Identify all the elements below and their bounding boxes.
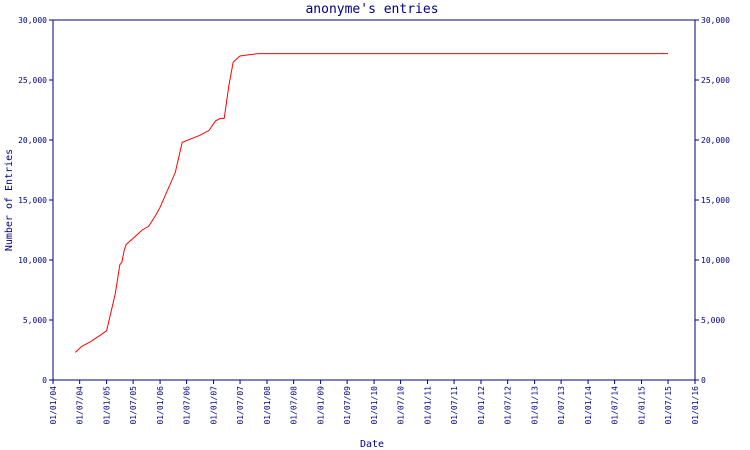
y-tick-label-left: 0: [42, 376, 47, 385]
x-tick-label: 01/01/13: [531, 386, 540, 425]
x-tick-label: 01/07/07: [236, 386, 245, 425]
y-tick-label-left: 15,000: [18, 196, 47, 205]
x-axis-ticks: 01/01/04 01/07/04 01/01/05 01/07/05 01/01/06…: [49, 380, 700, 425]
y-tick-label-left: 5,000: [23, 316, 47, 325]
x-tick-label: 01/07/05: [129, 386, 138, 425]
chart-title: anonyme's entries: [305, 2, 438, 17]
x-tick-label: 01/07/10: [397, 386, 406, 425]
x-tick-label: 01/01/09: [317, 386, 326, 425]
y-axis-ticks: 0 0 5,000 5,000 10,000 10,000 15,000 15,000 20,0…: [18, 16, 730, 385]
y-tick-label-right: 0: [701, 376, 706, 385]
x-tick-label: 01/01/08: [263, 386, 272, 425]
x-tick-label: 01/01/16: [691, 386, 700, 425]
x-tick-label: 01/07/04: [76, 386, 85, 425]
x-tick-label: 01/01/05: [103, 386, 112, 425]
y-tick-label-right: 10,000: [701, 256, 730, 265]
y-tick-label-right: 20,000: [701, 136, 730, 145]
entries-series-line: [74, 53, 668, 353]
y-tick-label-right: 5,000: [701, 316, 725, 325]
x-axis-label: Date: [360, 439, 384, 450]
x-tick-label: 01/07/09: [343, 386, 352, 425]
y-tick-label-left: 20,000: [18, 136, 47, 145]
x-tick-label: 01/07/15: [664, 386, 673, 425]
series-layer: [74, 53, 668, 353]
y-tick-label-right: 15,000: [701, 196, 730, 205]
x-tick-label: 01/01/10: [370, 386, 379, 425]
x-tick-label: 01/07/06: [183, 386, 192, 425]
x-tick-label: 01/07/14: [611, 386, 620, 425]
y-tick-label-left: 25,000: [18, 76, 47, 85]
x-tick-label: 01/01/14: [584, 386, 593, 425]
x-tick-label: 01/01/11: [424, 386, 433, 425]
y-tick-label-left: 10,000: [18, 256, 47, 265]
y-axis-label: Number of Entries: [4, 149, 15, 251]
x-tick-label: 01/01/04: [49, 386, 58, 425]
x-tick-label: 01/01/07: [210, 386, 219, 425]
y-tick-label-right: 25,000: [701, 76, 730, 85]
y-tick-label-right: 30,000: [701, 16, 730, 25]
x-tick-label: 01/07/13: [557, 386, 566, 425]
x-tick-label: 01/01/06: [156, 386, 165, 425]
x-tick-label: 01/07/08: [290, 386, 299, 425]
x-tick-label: 01/01/12: [477, 386, 486, 425]
x-tick-label: 01/01/15: [638, 386, 647, 425]
y-tick-label-left: 30,000: [18, 16, 47, 25]
x-tick-label: 01/07/12: [504, 386, 513, 425]
x-tick-label: 01/07/11: [450, 386, 459, 425]
